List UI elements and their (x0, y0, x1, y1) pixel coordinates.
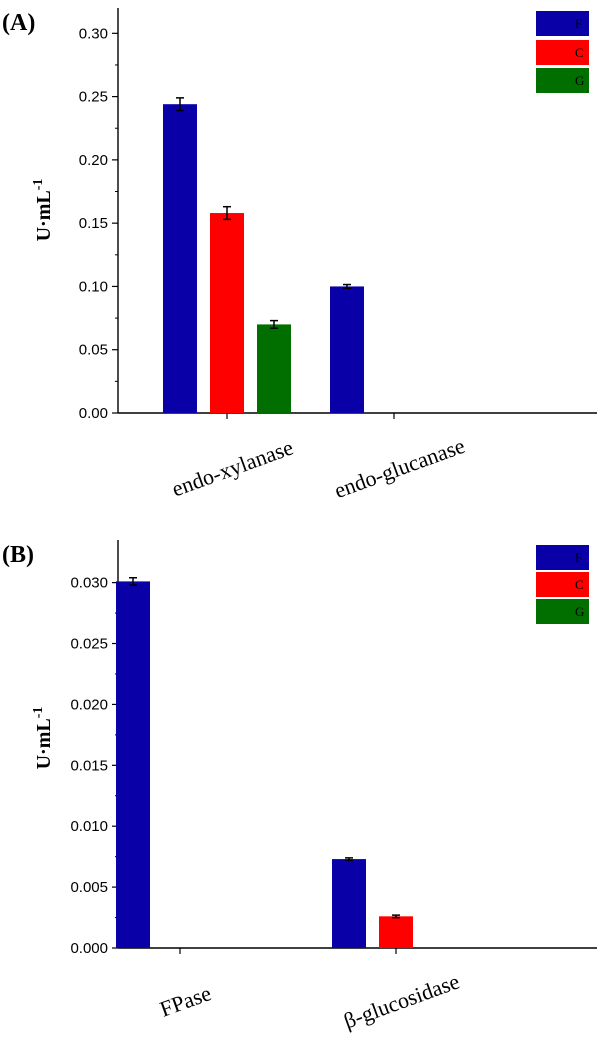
bar-c-glucosidase (379, 916, 413, 948)
y-axis-label-exponent: -1 (31, 179, 46, 191)
x-tick-label-endo-glucanase: endo-glucanase (331, 433, 468, 503)
y-tick-label: 0.05 (79, 342, 108, 359)
y-tick-label: 0.030 (70, 575, 108, 592)
bar-c-endo-xylanase (210, 213, 244, 413)
bar-g-endo-xylanase (257, 324, 291, 413)
y-tick-label: 0.30 (79, 25, 108, 42)
y-tick-label: 0.00 (79, 405, 108, 422)
legend-label-f: F (575, 16, 582, 31)
y-tick-label: 0.10 (79, 278, 108, 295)
y-tick-label: 0.010 (70, 818, 108, 835)
legend-label-f: F (575, 550, 582, 565)
panel-label: (B) (2, 542, 34, 568)
chart-panel-b: (B) 0.000 0.005 0.010 0.015 0.020 0.025 0.030 U·… (2, 540, 597, 1033)
x-tick-label-fpase: FPase (156, 980, 214, 1021)
chart-panel-a: (A) 0.00 0.05 0.10 0.15 0.20 0.25 0.30 U·mL-1 end… (2, 8, 597, 503)
y-tick-label: 0.015 (70, 757, 108, 774)
legend-label-g: G (575, 73, 584, 88)
y-tick-label: 0.15 (79, 215, 108, 232)
y-tick-label: 0.25 (79, 89, 108, 106)
legend-label-g: G (575, 604, 584, 619)
y-tick-label: 0.005 (70, 879, 108, 896)
legend-label-c: C (575, 577, 584, 592)
legend-label-c: C (575, 45, 584, 60)
x-tick-label-endo-xylanase: endo-xylanase (168, 434, 296, 501)
bar-f-endo-xylanase (163, 104, 197, 413)
x-tick-label-glucosidase: β-glucosidase (340, 968, 462, 1033)
y-tick-label: 0.020 (70, 696, 108, 713)
y-axis-label: U·mL-1 (31, 179, 55, 242)
y-tick-label: 0.000 (70, 940, 108, 957)
bar-f-glucosidase (332, 859, 366, 948)
y-axis-label-exponent: -1 (31, 707, 46, 719)
panel-label: (A) (2, 10, 35, 36)
y-tick-label: 0.20 (79, 152, 108, 169)
y-tick-label: 0.025 (70, 636, 108, 653)
y-axis-label: U·mL-1 (31, 707, 55, 770)
bar-f-fpase (116, 581, 150, 948)
bar-f-endo-glucanase (330, 286, 364, 413)
